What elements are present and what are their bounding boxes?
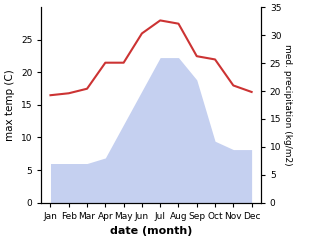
- Y-axis label: med. precipitation (kg/m2): med. precipitation (kg/m2): [283, 44, 292, 166]
- X-axis label: date (month): date (month): [110, 226, 192, 236]
- Y-axis label: max temp (C): max temp (C): [5, 69, 15, 141]
